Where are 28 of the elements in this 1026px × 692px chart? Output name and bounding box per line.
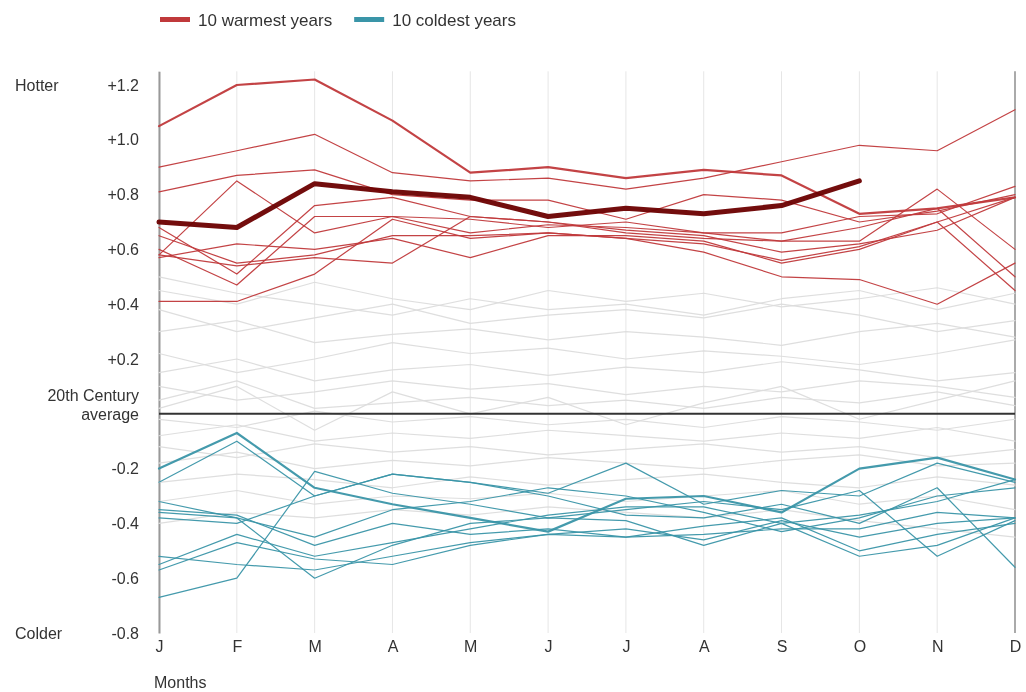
legend-label: 10 coldest years (392, 11, 516, 30)
y-tick-label: +1.0 (107, 131, 140, 149)
x-tick-label: J (155, 638, 164, 656)
x-tick-label: J (544, 638, 553, 656)
x-axis-title: Months (154, 674, 207, 691)
x-tick-label: N (931, 638, 944, 656)
x-tick-label: J (622, 638, 631, 656)
y-tick-label: -0.4 (111, 515, 140, 533)
x-tick-label: M (308, 638, 322, 656)
x-tick-label: O (853, 638, 867, 656)
y-tick-label: -0.6 (111, 569, 140, 587)
x-tick-label: A (698, 638, 710, 656)
legend-label: 10 warmest years (198, 11, 333, 30)
y-tick-label: +0.8 (107, 186, 140, 204)
x-tick-label: M (464, 638, 478, 656)
x-tick-label: D (1009, 638, 1022, 656)
x-tick-label: F (232, 638, 243, 656)
y-tick-label: -0.2 (111, 460, 140, 478)
y-tick-label: +0.4 (107, 295, 140, 313)
y-tick-label: +0.2 (107, 350, 140, 368)
text: Colder (15, 625, 63, 642)
y-tick-label: +1.2 (107, 76, 140, 94)
ref-line-label: 20th Century average (47, 387, 140, 424)
text: Hotter (15, 77, 60, 94)
y-tick-label: -0.8 (111, 624, 140, 642)
y-tick-label: +0.6 (107, 241, 140, 259)
x-tick-label: A (387, 638, 399, 656)
x-tick-label: S (776, 638, 788, 656)
